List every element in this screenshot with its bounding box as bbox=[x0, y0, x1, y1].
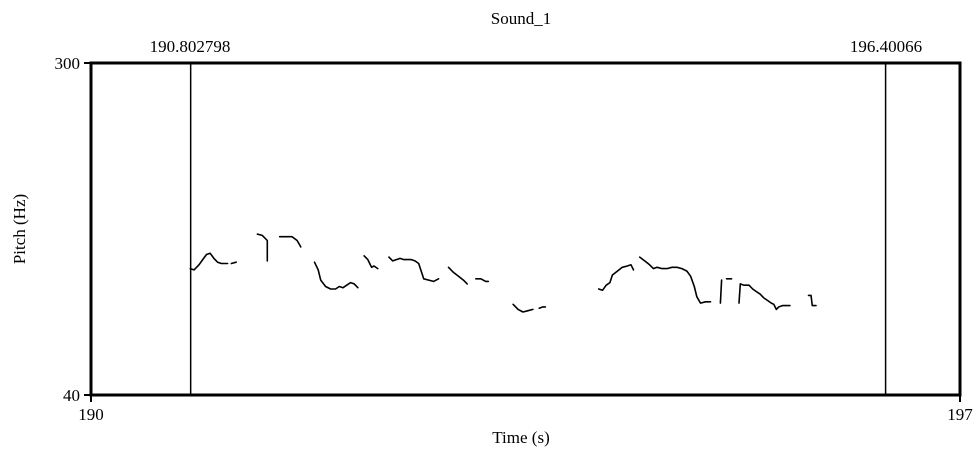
pitch-segment-16 bbox=[738, 283, 791, 311]
pitch-segment-11 bbox=[538, 306, 547, 310]
pitch-segment-13 bbox=[638, 256, 712, 304]
pitch-segment-5 bbox=[313, 261, 359, 290]
pitch-segment-4 bbox=[278, 235, 302, 248]
pitch-segment-10 bbox=[512, 303, 534, 313]
pitch-segment-2 bbox=[230, 261, 237, 265]
marker-label-right: 196.40066 bbox=[850, 37, 922, 56]
pitch-segment-14 bbox=[719, 279, 723, 304]
pitch-segment-17 bbox=[807, 294, 817, 307]
pitch-segment-1 bbox=[189, 252, 229, 271]
pitch-segment-6 bbox=[363, 255, 379, 270]
x-axis-title: Time (s) bbox=[492, 428, 549, 447]
pitch-segment-3 bbox=[256, 233, 269, 262]
y-tick-label-max: 300 bbox=[55, 54, 81, 73]
pitch-segment-9 bbox=[474, 277, 490, 283]
pitch-segment-8 bbox=[447, 266, 469, 285]
plot-frame bbox=[89, 61, 962, 397]
y-axis-title: Pitch (Hz) bbox=[10, 194, 29, 264]
plot-area bbox=[189, 63, 887, 395]
x-tick-label-max: 197 bbox=[947, 405, 973, 424]
pitch-segment-7 bbox=[388, 256, 440, 283]
y-tick-label-min: 40 bbox=[63, 386, 80, 405]
pitch-segment-12 bbox=[597, 263, 635, 292]
marker-label-left: 190.802798 bbox=[150, 37, 231, 56]
x-tick-label-min: 190 bbox=[78, 405, 104, 424]
chart-title: Sound_1 bbox=[491, 9, 551, 28]
